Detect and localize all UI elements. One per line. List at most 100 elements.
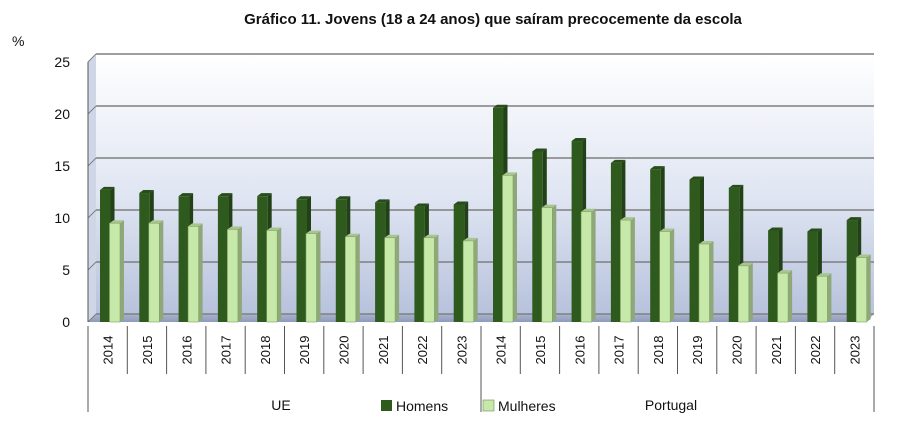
bar-side-mulheres [237,226,242,322]
y-axis-unit-label: % [12,33,24,49]
x-tick-label: 2022 [415,336,430,365]
bar-top-homens [335,196,351,200]
bar-homens [689,179,700,322]
bar-side-mulheres [355,233,360,322]
gridline-diagonal [87,313,97,323]
gridline-diagonal [87,53,97,63]
bar-mulheres [344,236,357,323]
bar-top-mulheres [816,273,832,277]
bar-top-homens [414,203,429,207]
bar-top-homens [375,199,390,203]
bar-top-mulheres [188,223,203,227]
bar-top-homens [493,104,508,108]
bar-mulheres [148,222,160,323]
bar-top-mulheres [620,217,635,221]
x-group-label: UE [271,397,290,413]
bar-top-homens [257,193,272,197]
bar-mulheres [266,230,278,323]
bar-side-mulheres [670,228,675,322]
bar-top-homens [532,148,547,152]
bar-homens [532,151,543,322]
bar-mulheres [502,175,514,323]
legend-swatch-homens [381,400,392,411]
bar-mulheres [777,272,789,323]
bar-mulheres [227,229,239,323]
bar-side-mulheres [277,227,282,322]
bar-mulheres [855,257,868,323]
x-tick-label: 2016 [572,336,587,365]
bar-homens [335,199,347,322]
bar-top-mulheres [856,254,871,258]
x-tick-label: 2017 [219,336,234,365]
bar-top-mulheres [463,237,478,241]
bar-top-mulheres [502,172,517,176]
y-tick-label: 20 [54,106,70,122]
bar-mulheres [384,237,396,323]
bar-side-mulheres [159,220,164,322]
bar-top-mulheres [423,234,439,238]
bar-side-mulheres [473,237,478,322]
bar-mulheres [462,240,475,323]
bar-mulheres [659,231,671,323]
bar-side-mulheres [866,254,871,322]
x-tick-label: 2018 [258,336,273,365]
x-tick-label: 2020 [729,336,744,365]
bar-side-mulheres [434,234,439,322]
bar-mulheres [698,243,710,323]
x-tick-label: 2015 [140,336,155,365]
bar-homens [846,220,858,322]
bar-mulheres [620,219,632,323]
x-tick-label: 2022 [808,336,823,365]
bar-homens [571,141,583,322]
bar-homens [375,202,386,322]
bar-top-mulheres [266,227,282,231]
gridline-diagonal [87,105,97,115]
x-tick-label: 2023 [847,336,862,365]
bar-side-mulheres [827,273,832,322]
x-tick-label: 2020 [336,336,351,365]
bar-homens [768,230,779,322]
y-tick-label: 25 [54,54,70,70]
bar-mulheres [187,226,199,323]
bar-homens [807,231,818,322]
bar-side-mulheres [709,241,714,322]
bar-side-mulheres [748,262,753,322]
bar-top-homens [689,176,704,180]
bar-side-mulheres [198,223,203,322]
x-tick-label: 2018 [651,336,666,365]
bar-top-homens [571,138,587,142]
bar-top-homens [846,217,862,221]
gridline-diagonal [87,157,97,167]
x-tick-label: 2023 [454,336,469,365]
bars [100,104,871,323]
bar-top-homens [139,190,154,194]
bar-mulheres [580,211,592,323]
bar-top-homens [650,166,665,170]
bar-side-mulheres [513,172,517,322]
bar-top-homens [728,184,744,188]
bar-top-mulheres [699,241,714,244]
y-tick-label: 10 [54,210,70,226]
bar-mulheres [737,265,750,323]
bar-top-mulheres [384,234,400,238]
legend: Homens Mulheres [381,398,556,414]
bar-top-mulheres [777,270,793,274]
bar-side-mulheres [316,230,321,322]
y-tick-label: 0 [62,314,70,330]
bar-top-homens [217,193,233,197]
bar-mulheres [816,275,828,323]
bar-top-mulheres [659,228,675,232]
bar-top-homens [178,193,194,197]
x-tick-label: 2021 [769,336,784,365]
legend-swatch-mulheres [482,399,495,412]
bar-mulheres [305,233,317,323]
bar-top-homens [807,228,822,232]
y-axis-ticks: 0 5 10 15 20 25 [54,54,70,330]
bar-top-mulheres [345,233,360,237]
bar-top-homens [610,159,626,163]
bar-side-mulheres [395,234,400,322]
bar-homens [414,206,425,322]
gridline-diagonal [87,209,97,219]
bar-homens [257,196,268,322]
